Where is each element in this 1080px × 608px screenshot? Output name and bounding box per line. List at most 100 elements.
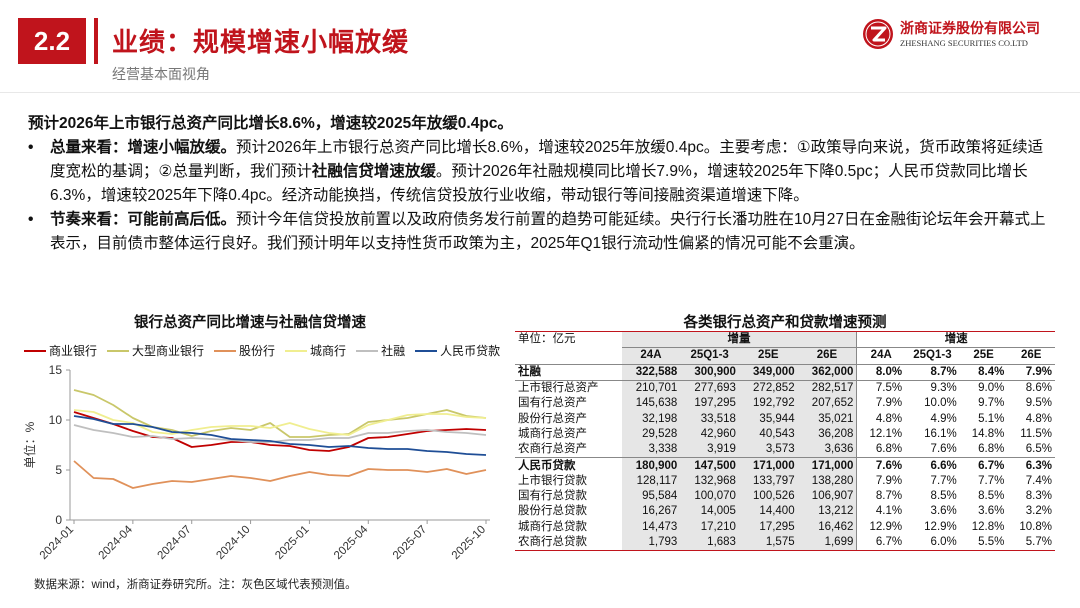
table-cell: 192,792 — [738, 396, 798, 412]
table-cell: 8.4% — [978, 365, 1005, 378]
bullet-total-text-1: 预计2026年上市银行总资产同比增长8.6%，增速较2025年放缓0.4pc。主… — [50, 139, 1044, 180]
bullet-pace-text: 预计今年信贷投放前置以及政府债务发行前置的趋势可能延续。央行行长潘功胜在10月2… — [50, 211, 1046, 252]
table-cell: 12.9% — [924, 520, 957, 533]
y-tick-label: 15 — [49, 363, 63, 377]
table-row: 城商行总贷款 14,473 17,210 17,295 16,462 12.9% 12.9%… — [515, 519, 1055, 535]
legend-item: 人民币贷款 — [415, 342, 500, 359]
row-label: 城商行总资产 — [518, 427, 587, 440]
row-label: 城商行总贷款 — [518, 520, 587, 533]
x-tick-label: 2024-10 — [214, 524, 252, 562]
table-cell: 36,208 — [797, 426, 857, 443]
row-label: 农商行总资产 — [518, 443, 587, 456]
column-header: 24A — [621, 347, 681, 365]
table-cell: 7.7% — [930, 474, 957, 487]
table-row: 国有行总资产 145,638 197,295 192,792 207,652 7.9% 10… — [515, 396, 1055, 412]
table-cell: 14,473 — [621, 519, 681, 535]
legend-label: 人民币贷款 — [440, 344, 501, 358]
x-tick-label: 2024-07 — [155, 524, 193, 562]
table-cell: 12.9% — [856, 519, 906, 535]
bullet-dot: • — [28, 139, 34, 156]
table-cell: 8.7% — [930, 365, 957, 378]
table-row: 上市银行贷款 128,117 132,968 133,797 138,280 7.9% 7.… — [515, 473, 1055, 489]
table-cell: 11.5% — [1020, 427, 1052, 440]
table-cell: 145,638 — [621, 396, 681, 412]
table-cell: 6.6% — [905, 457, 960, 474]
table-cell: 8.5% — [978, 490, 1005, 503]
table-cell: 4.9% — [930, 412, 957, 425]
table-cell: 100,070 — [680, 488, 739, 505]
legend-label: 股份行 — [239, 344, 276, 358]
row-label: 股份行总资产 — [518, 412, 587, 425]
table-cell: 29,528 — [621, 426, 681, 443]
legend-item: 城商行 — [285, 342, 346, 359]
table-cell: 33,518 — [680, 411, 739, 427]
legend-item: 股份行 — [214, 342, 275, 359]
legend-item: 社融 — [356, 342, 405, 359]
page-subtitle: 经营基本面视角 — [112, 66, 210, 82]
table-cell: 362,000 — [797, 364, 857, 381]
table-row: 农商行总资产 3,338 3,919 3,573 3,636 6.8% 7.6% 6.8% 6.… — [515, 442, 1055, 458]
legend-label: 大型商业银行 — [132, 344, 205, 358]
legend-item: 大型商业银行 — [107, 342, 204, 359]
legend-swatch — [285, 349, 308, 352]
table-cell: 128,117 — [621, 473, 681, 489]
table-cell: 100,526 — [738, 488, 798, 505]
table-cell: 6.0% — [905, 534, 960, 552]
bullet-total: • 总量来看：增速小幅放缓。预计2026年上市银行总资产同比增长8.6%，增速较… — [28, 136, 1058, 208]
table-cell: 282,517 — [797, 379, 857, 397]
series-line-人民币贷款 — [73, 415, 487, 456]
table-cell: 7.6% — [930, 443, 957, 456]
table-cell: 349,000 — [738, 364, 798, 381]
table-row: 社融 322,588 300,900 349,000 362,000 8.0% 8.7% 8.… — [515, 364, 1055, 381]
x-tick-label: 2025-01 — [273, 524, 311, 562]
table-cell: 1,683 — [680, 534, 739, 552]
legend-swatch — [356, 349, 379, 352]
section-divider — [94, 18, 98, 64]
source-footnote: 数据来源：wind，浙商证券研究所。注：灰色区域代表预测值。 — [34, 579, 357, 591]
legend-item: 商业银行 — [24, 342, 97, 359]
x-tick-label: 2025-10 — [450, 524, 488, 562]
column-header: 24A — [856, 347, 906, 365]
row-label: 股份行总贷款 — [518, 505, 587, 518]
column-header: 25Q1-3 — [905, 347, 960, 365]
page-title: 业绩：规模增速小幅放缓 — [112, 27, 410, 57]
table-cell: 207,652 — [797, 396, 857, 412]
bullet-total-heading: 总量来看：增速小幅放缓。 — [50, 139, 237, 156]
bullet-total-emphasis: 社融信贷增速放缓 — [311, 163, 436, 180]
table-row: 国有行总贷款 95,584 100,070 100,526 106,907 8.7% 8.5… — [515, 488, 1055, 505]
column-header: 25E — [738, 347, 798, 365]
table-cell: 8.7% — [856, 488, 906, 505]
table-cell: 9.7% — [978, 397, 1005, 410]
column-header-row: 24A 25Q1-3 25E 26E 24A 25Q1-3 25E 26E — [515, 347, 1055, 365]
series-line-社融 — [73, 424, 487, 443]
table-cell: 171,000 — [738, 457, 798, 474]
table-cell: 7.7% — [978, 474, 1005, 487]
row-label: 农商行总贷款 — [515, 534, 622, 552]
table-cell: 10.0% — [924, 397, 957, 410]
table-cell: 3,919 — [680, 442, 739, 458]
table-cell: 147,500 — [680, 457, 739, 474]
table-cell: 5.1% — [978, 412, 1005, 425]
table-cell: 7.9% — [1025, 365, 1052, 378]
row-label: 国有行总贷款 — [518, 490, 587, 503]
table-cell: 138,280 — [797, 473, 857, 489]
table-cell: 32,198 — [621, 411, 681, 427]
table-cell: 272,852 — [738, 379, 798, 397]
row-label: 上市银行总资产 — [515, 379, 622, 397]
column-header: 26E — [797, 347, 857, 365]
table-cell: 4.8% — [856, 411, 906, 427]
table-cell: 210,701 — [621, 379, 681, 397]
table-cell: 14,005 — [680, 504, 739, 520]
table-row: 股份行总贷款 16,267 14,005 14,400 13,212 4.1% 3.6% 3.… — [515, 504, 1055, 520]
row-label: 社融 — [518, 365, 541, 378]
y-tick-label: 10 — [49, 413, 63, 427]
table-cell: 133,797 — [738, 473, 798, 489]
table-cell: 35,021 — [797, 411, 857, 427]
table-cell: 8.6% — [1007, 379, 1055, 397]
table-cell: 42,960 — [680, 426, 739, 443]
column-header: 25E — [959, 347, 1008, 365]
legend-label: 商业银行 — [49, 344, 98, 358]
table-cell: 16,462 — [797, 519, 857, 535]
table-title: 各类银行总资产和贷款增速预测 — [683, 315, 887, 331]
table-cell: 7.6% — [856, 457, 906, 474]
